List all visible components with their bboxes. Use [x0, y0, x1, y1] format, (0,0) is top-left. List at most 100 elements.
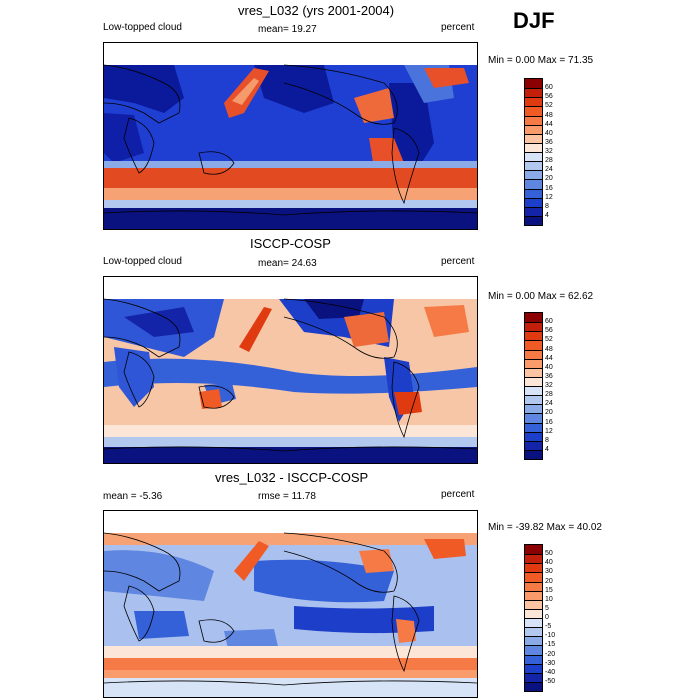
colorbar-cell	[525, 449, 542, 459]
panel1-minmax: Min = 0.00 Max = 71.35	[488, 55, 594, 66]
panel3-colorbar	[524, 544, 543, 692]
colorbar-cell	[525, 618, 542, 628]
colorbar-tick-label: 44	[545, 120, 553, 128]
colorbar-tick-label: 20	[545, 175, 553, 183]
colorbar-tick-label: 0	[545, 614, 549, 621]
colorbar-cell	[525, 161, 542, 171]
colorbar-tick-label: 36	[545, 372, 553, 380]
panel2-colorbar	[524, 312, 543, 460]
colorbar-tick-label: 32	[545, 382, 553, 389]
colorbar-tick-label: 60	[545, 84, 553, 92]
colorbar-tick-label: 52	[545, 102, 553, 110]
colorbar-tick-label: -15	[545, 641, 556, 649]
colorbar-cell	[525, 440, 542, 450]
colorbar-cell	[525, 331, 542, 341]
panel1-mean: mean= 19.27	[258, 24, 317, 35]
colorbar-cell	[525, 608, 542, 618]
colorbar-tick-label: 8	[545, 436, 549, 444]
colorbar-cell	[525, 563, 542, 573]
colorbar-tick-label: 16	[545, 418, 553, 426]
panel3-units: percent	[441, 489, 475, 500]
colorbar-cell	[525, 545, 542, 555]
panel3-title: vres_L032 - ISCCP-COSP	[215, 470, 369, 485]
colorbar-tick-label: 60	[545, 318, 553, 326]
colorbar-cell	[525, 663, 542, 673]
colorbar-cell	[525, 581, 542, 591]
panel1-title: vres_L032 (yrs 2001-2004)	[238, 3, 395, 18]
colorbar-tick-label: 40	[545, 559, 553, 567]
colorbar-cell	[525, 197, 542, 207]
colorbar-cell	[525, 313, 542, 323]
colorbar-tick-label: 24	[545, 400, 553, 408]
colorbar-cell	[525, 599, 542, 609]
colorbar-cell	[525, 322, 542, 332]
colorbar-cell	[525, 152, 542, 162]
colorbar-cell	[525, 627, 542, 637]
colorbar-cell	[525, 376, 542, 386]
colorbar-tick-label: 48	[545, 345, 553, 353]
colorbar-cell	[525, 79, 542, 89]
colorbar-tick-label: 30	[545, 568, 553, 576]
colorbar-cell	[525, 358, 542, 368]
colorbar-cell	[525, 413, 542, 423]
colorbar-tick-label: 20	[545, 409, 553, 417]
panel3-map-field	[104, 511, 477, 697]
colorbar-cell	[525, 386, 542, 396]
colorbar-tick-label: -30	[545, 659, 556, 667]
colorbar-cell	[525, 645, 542, 655]
colorbar-cell	[525, 431, 542, 441]
colorbar-tick-label: 10	[545, 595, 553, 603]
colorbar-cell	[525, 179, 542, 189]
colorbar-cell	[525, 395, 542, 405]
panel1-units: percent	[441, 22, 475, 33]
colorbar-cell	[525, 367, 542, 377]
colorbar-tick-label: 40	[545, 363, 553, 371]
panel2-minmax: Min = 0.00 Max = 62.62	[488, 291, 594, 302]
panel1-left-label: Low-topped cloud	[103, 22, 182, 33]
panel2-units: percent	[441, 256, 475, 267]
colorbar-cell	[525, 572, 542, 582]
colorbar-tick-label: 36	[545, 138, 553, 146]
colorbar-cell	[525, 590, 542, 600]
colorbar-cell	[525, 554, 542, 564]
panel3-rmse: rmse = 11.78	[258, 491, 316, 502]
panel2-left-label: Low-topped cloud	[103, 256, 182, 267]
panel3-mean: mean = -5.36	[103, 491, 163, 502]
panel3-map	[103, 510, 478, 698]
colorbar-tick-label: 4	[545, 211, 549, 219]
colorbar-tick-label: 12	[545, 193, 553, 201]
colorbar-tick-label: -40	[545, 668, 556, 676]
colorbar-tick-label: 12	[545, 427, 553, 435]
colorbar-tick-label: 15	[545, 586, 553, 594]
colorbar-tick-label: -20	[545, 650, 556, 658]
colorbar-cell	[525, 422, 542, 432]
colorbar-tick-label: 24	[545, 166, 553, 174]
panel2-map	[103, 276, 478, 464]
colorbar-tick-label: 44	[545, 354, 553, 362]
colorbar-tick-label: -10	[545, 632, 556, 640]
colorbar-tick-label: 28	[545, 157, 553, 165]
colorbar-tick-label: 28	[545, 391, 553, 399]
colorbar-tick-label: 20	[545, 577, 553, 585]
panel2-mean: mean= 24.63	[258, 258, 317, 269]
panel2-map-field	[104, 277, 477, 463]
colorbar-tick-label: -50	[545, 677, 556, 685]
colorbar-tick-label: -5	[545, 623, 552, 631]
colorbar-cell	[525, 215, 542, 225]
colorbar-cell	[525, 654, 542, 664]
colorbar-cell	[525, 206, 542, 216]
colorbar-cell	[525, 133, 542, 143]
colorbar-cell	[525, 88, 542, 98]
colorbar-tick-label: 50	[545, 550, 553, 558]
panel1-colorbar	[524, 78, 543, 226]
colorbar-tick-label: 32	[545, 148, 553, 155]
colorbar-tick-label: 16	[545, 184, 553, 192]
colorbar-cell	[525, 115, 542, 125]
colorbar-tick-label: 40	[545, 129, 553, 137]
colorbar-tick-label: 48	[545, 111, 553, 119]
colorbar-tick-label: 56	[545, 93, 553, 101]
panel1-map-field	[104, 43, 477, 229]
colorbar-cell	[525, 672, 542, 682]
colorbar-tick-label: 52	[545, 336, 553, 344]
panel3-minmax: Min = -39.82 Max = 40.02	[488, 522, 602, 533]
